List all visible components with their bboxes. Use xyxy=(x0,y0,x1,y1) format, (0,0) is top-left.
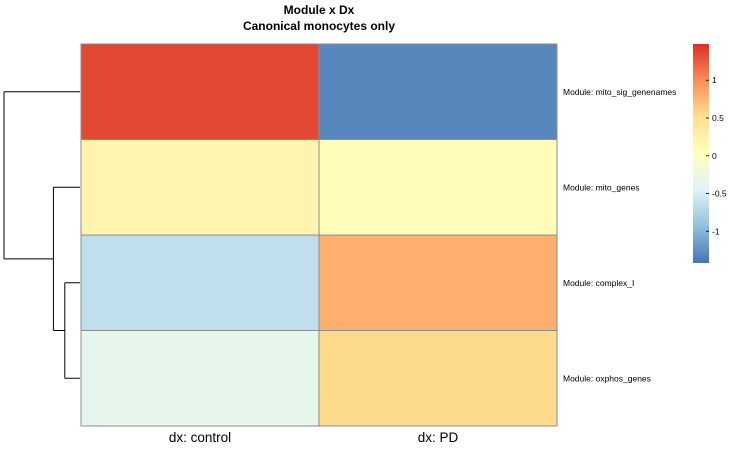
heatmap-cell xyxy=(80,234,320,331)
color-legend-tick-label: 1 xyxy=(712,75,717,85)
row-label: Module: oxphos_genes xyxy=(563,373,651,383)
chart-title: Module x Dx xyxy=(284,3,355,17)
color-legend-tick-label: 0 xyxy=(712,151,717,161)
color-legend-tick-label: -1 xyxy=(712,226,720,236)
heatmap-cell xyxy=(318,43,558,140)
column-label: dx: control xyxy=(169,430,231,445)
heatmap-cell xyxy=(318,330,558,427)
heatmap-cell xyxy=(318,234,558,331)
heatmap-cell xyxy=(80,330,320,427)
column-label: dx: PD xyxy=(418,430,459,445)
color-legend-tick-label: -0.5 xyxy=(712,189,727,199)
row-dendrogram xyxy=(3,91,80,379)
chart-subtitle: Canonical monocytes only xyxy=(243,19,395,33)
heatmap-cells xyxy=(80,43,558,427)
color-legend-tick-label: 0.5 xyxy=(712,113,724,123)
row-label: Module: mito_sig_genenames xyxy=(563,87,676,97)
row-labels: Module: mito_sig_genenames Module: mito_g… xyxy=(563,87,676,384)
row-label: Module: complex_I xyxy=(563,278,634,288)
column-labels: dx: control dx: PD xyxy=(169,430,459,445)
heatmap-cell xyxy=(80,139,320,236)
row-label: Module: mito_genes xyxy=(563,182,640,192)
color-legend: 1 0.5 0 -0.5 -1 xyxy=(693,44,727,263)
heatmap-cell xyxy=(80,43,320,140)
color-legend-bar xyxy=(693,44,709,263)
heatmap-cell xyxy=(318,139,558,236)
